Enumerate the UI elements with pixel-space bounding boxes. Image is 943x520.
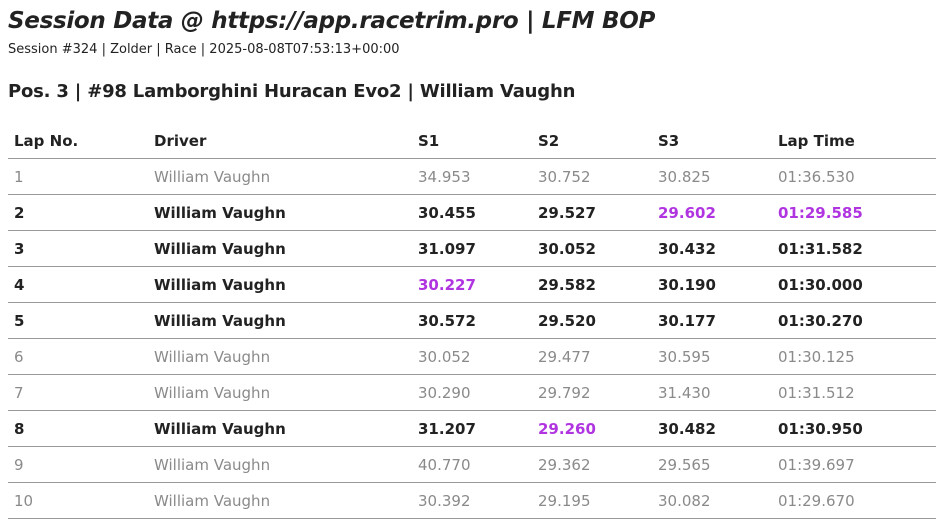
table-row: 2 William Vaughn 30.455 29.527 29.602 01:29.5… xyxy=(8,194,936,231)
sector-3-cell: 30.190 xyxy=(652,266,772,303)
sector-3-cell: 30.177 xyxy=(652,302,772,339)
lap-number-cell: 4 xyxy=(8,266,148,303)
driver-cell: William Vaughn xyxy=(148,338,412,375)
sector-3-cell: 31.430 xyxy=(652,374,772,411)
driver-cell: William Vaughn xyxy=(148,194,412,231)
driver-cell: William Vaughn xyxy=(148,158,412,195)
lap-time-cell: 01:39.697 xyxy=(772,446,936,483)
lap-number-cell: 5 xyxy=(8,302,148,339)
sector-1-cell: 30.052 xyxy=(412,338,532,375)
sector-2-cell: 29.527 xyxy=(532,194,652,231)
session-info: Session #324 | Zolder | Race | 2025-08-0… xyxy=(8,42,400,57)
sector-3-cell: 30.825 xyxy=(652,158,772,195)
sector-3-cell: 30.482 xyxy=(652,410,772,447)
driver-cell: William Vaughn xyxy=(148,266,412,303)
table-row: 6 William Vaughn 30.052 29.477 30.595 01:30.1… xyxy=(8,338,936,375)
table-row: 1 William Vaughn 34.953 30.752 30.825 01:36.5… xyxy=(8,158,936,195)
sector-2-cell: 29.792 xyxy=(532,374,652,411)
sector-2-cell: 29.195 xyxy=(532,482,652,519)
sector-1-cell: 31.207 xyxy=(412,410,532,447)
column-header-lap-time: Lap Time xyxy=(772,123,936,159)
lap-number-cell: 6 xyxy=(8,338,148,375)
lap-time-cell: 01:30.000 xyxy=(772,266,936,303)
sector-1-cell: 30.392 xyxy=(412,482,532,519)
driver-cell: William Vaughn xyxy=(148,302,412,339)
sector-2-cell: 30.052 xyxy=(532,230,652,267)
table-row: 8 William Vaughn 31.207 29.260 30.482 01:30.9… xyxy=(8,410,936,447)
page-title: Session Data @ https://app.racetrim.pro … xyxy=(8,8,655,34)
sector-2-cell: 29.362 xyxy=(532,446,652,483)
column-header-driver: Driver xyxy=(148,123,412,159)
sector-1-cell: 30.227 xyxy=(412,266,532,303)
driver-cell: William Vaughn xyxy=(148,410,412,447)
sector-1-cell: 30.290 xyxy=(412,374,532,411)
table-header-row: Lap No. Driver S1 S2 S3 Lap Time xyxy=(8,123,936,159)
table-row: 5 William Vaughn 30.572 29.520 30.177 01:30.2… xyxy=(8,302,936,339)
lap-time-cell: 01:30.270 xyxy=(772,302,936,339)
column-header-s3: S3 xyxy=(652,123,772,159)
column-header-lap: Lap No. xyxy=(8,123,148,159)
driver-cell: William Vaughn xyxy=(148,230,412,267)
sector-3-cell: 29.565 xyxy=(652,446,772,483)
entry-heading: Pos. 3 | #98 Lamborghini Huracan Evo2 | … xyxy=(8,81,576,102)
lap-number-cell: 3 xyxy=(8,230,148,267)
table-row: 7 William Vaughn 30.290 29.792 31.430 01:31.5… xyxy=(8,374,936,411)
lap-time-cell: 01:30.125 xyxy=(772,338,936,375)
lap-number-cell: 7 xyxy=(8,374,148,411)
sector-2-cell: 29.477 xyxy=(532,338,652,375)
driver-cell: William Vaughn xyxy=(148,374,412,411)
lap-time-cell: 01:30.950 xyxy=(772,410,936,447)
lap-table: Lap No. Driver S1 S2 S3 Lap Time 1 Willia… xyxy=(8,123,936,519)
sector-3-cell: 29.602 xyxy=(652,194,772,231)
lap-number-cell: 10 xyxy=(8,482,148,519)
sector-1-cell: 40.770 xyxy=(412,446,532,483)
table-row: 9 William Vaughn 40.770 29.362 29.565 01:39.6… xyxy=(8,446,936,483)
lap-time-cell: 01:29.670 xyxy=(772,482,936,519)
sector-1-cell: 31.097 xyxy=(412,230,532,267)
lap-time-cell: 01:31.512 xyxy=(772,374,936,411)
sector-2-cell: 30.752 xyxy=(532,158,652,195)
sector-3-cell: 30.432 xyxy=(652,230,772,267)
sector-2-cell: 29.520 xyxy=(532,302,652,339)
lap-number-cell: 2 xyxy=(8,194,148,231)
sector-2-cell: 29.260 xyxy=(532,410,652,447)
sector-2-cell: 29.582 xyxy=(532,266,652,303)
driver-cell: William Vaughn xyxy=(148,482,412,519)
driver-cell: William Vaughn xyxy=(148,446,412,483)
table-row: 10 William Vaughn 30.392 29.195 30.082 01:29.… xyxy=(8,482,936,519)
sector-1-cell: 30.455 xyxy=(412,194,532,231)
lap-time-cell: 01:29.585 xyxy=(772,194,936,231)
table-row: 4 William Vaughn 30.227 29.582 30.190 01:30.0… xyxy=(8,266,936,303)
lap-number-cell: 9 xyxy=(8,446,148,483)
sector-3-cell: 30.595 xyxy=(652,338,772,375)
sector-1-cell: 30.572 xyxy=(412,302,532,339)
lap-number-cell: 8 xyxy=(8,410,148,447)
lap-number-cell: 1 xyxy=(8,158,148,195)
table-row: 3 William Vaughn 31.097 30.052 30.432 01:31.5… xyxy=(8,230,936,267)
lap-time-cell: 01:31.582 xyxy=(772,230,936,267)
column-header-s1: S1 xyxy=(412,123,532,159)
lap-time-cell: 01:36.530 xyxy=(772,158,936,195)
sector-3-cell: 30.082 xyxy=(652,482,772,519)
sector-1-cell: 34.953 xyxy=(412,158,532,195)
column-header-s2: S2 xyxy=(532,123,652,159)
